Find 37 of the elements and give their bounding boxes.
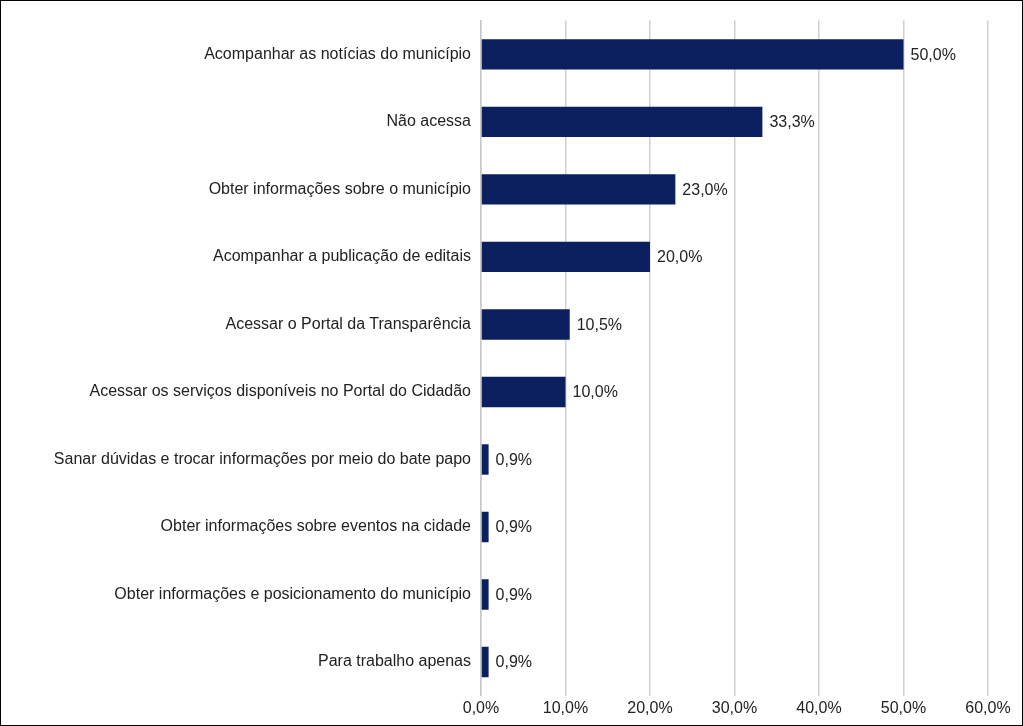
data-label: 10,0% (572, 383, 618, 401)
y-tick-label: Obter informações e posicionamento do município (114, 584, 472, 602)
bar (481, 309, 570, 340)
bar (481, 376, 566, 408)
y-tick-label: Acessar os serviços disponíveis no Portal do Cidadão (89, 382, 472, 400)
data-label: 20,0% (657, 248, 703, 266)
bar (481, 511, 489, 543)
data-label: 0,9% (495, 585, 533, 603)
data-label: 23,0% (682, 180, 728, 198)
y-tick-label: Obter informações sobre o município (208, 179, 472, 197)
bar (481, 444, 489, 475)
x-tick-label: 50,0% (880, 698, 927, 716)
bar (481, 579, 489, 610)
x-tick-label: 30,0% (711, 698, 758, 716)
y-tick-label: Acompanhar as notícias do município (204, 44, 472, 62)
data-label: 33,3% (769, 113, 815, 131)
x-tick-label: 40,0% (796, 698, 842, 716)
bar (481, 174, 676, 205)
bar (481, 646, 489, 678)
y-tick-label: Acompanhar a publicação de editais (213, 247, 471, 265)
data-label: 0,9% (495, 518, 533, 536)
bar (481, 39, 904, 70)
data-label: 0,9% (495, 653, 533, 671)
data-label: 0,9% (495, 450, 533, 468)
bar (481, 241, 650, 273)
y-tick-label: Obter informações sobre eventos na cidade (160, 517, 472, 535)
y-tick-label: Não acessa (386, 112, 472, 130)
bar (481, 106, 763, 138)
y-tick-label: Acessar o Portal da Transparência (225, 314, 472, 332)
y-tick-label: Para trabalho apenas (318, 652, 471, 670)
data-label: 10,5% (576, 315, 623, 333)
x-tick-label: 20,0% (627, 698, 673, 716)
x-tick-label: 60,0% (965, 698, 1011, 716)
x-tick-label: 10,0% (542, 698, 589, 716)
y-tick-label: Sanar dúvidas e trocar informações por meio do bate papo (53, 449, 472, 467)
x-tick-label: 0,0% (462, 698, 500, 716)
data-label: 50,0% (910, 45, 956, 63)
